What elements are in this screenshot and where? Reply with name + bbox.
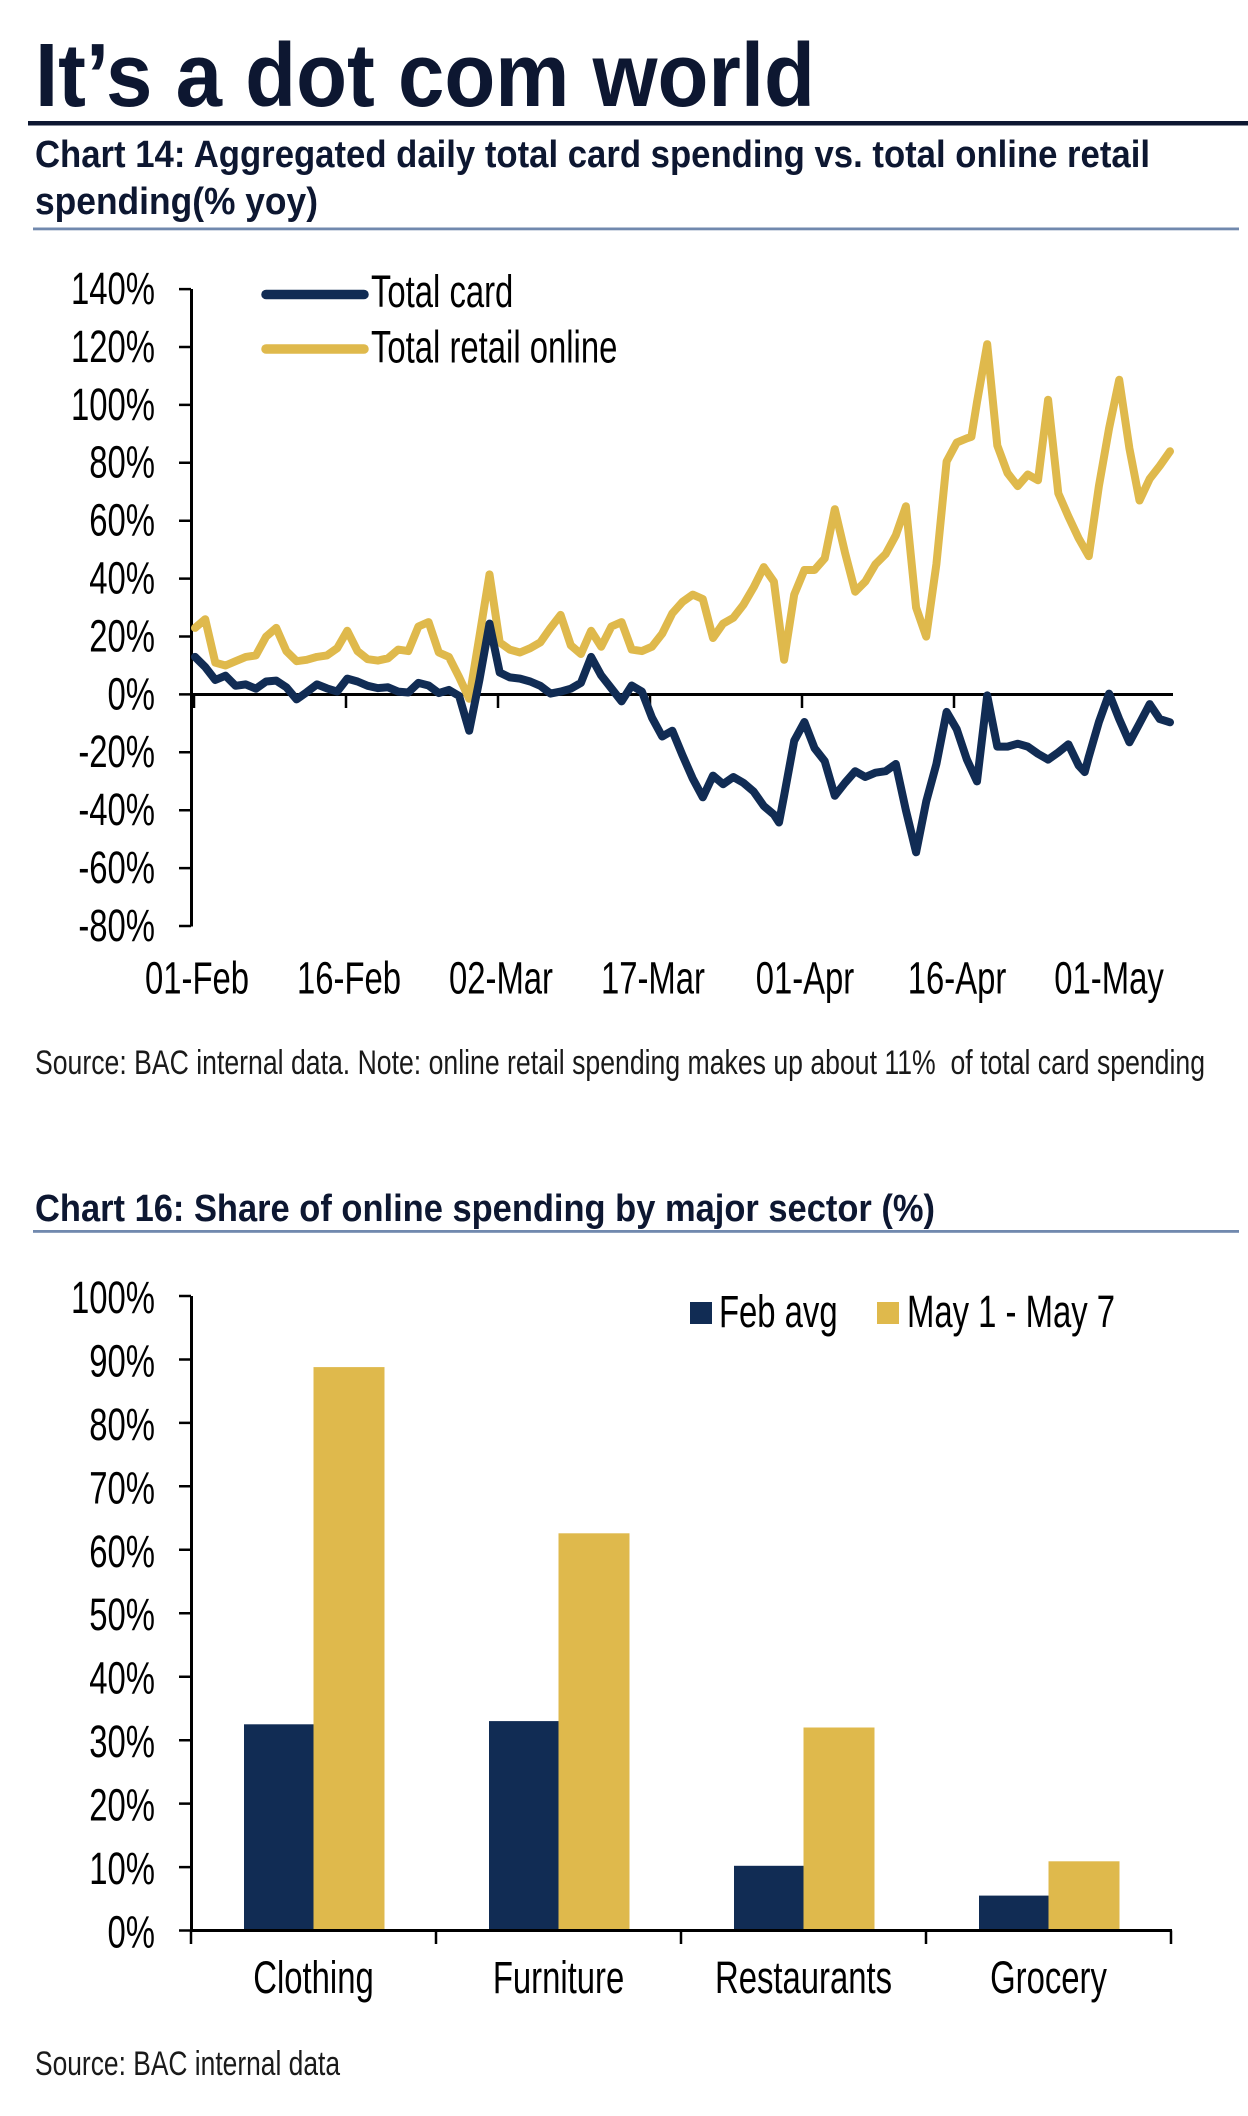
- svg-text:20%: 20%: [89, 1781, 155, 1831]
- svg-text:90%: 90%: [89, 1337, 155, 1387]
- svg-text:01-Apr: 01-Apr: [756, 954, 855, 1004]
- svg-text:60%: 60%: [89, 1527, 155, 1577]
- svg-text:40%: 40%: [89, 554, 155, 604]
- svg-text:0%: 0%: [108, 669, 155, 719]
- svg-text:30%: 30%: [89, 1717, 155, 1767]
- svg-text:17-Mar: 17-Mar: [601, 954, 705, 1004]
- svg-text:16-Apr: 16-Apr: [908, 954, 1007, 1004]
- svg-text:Feb avg: Feb avg: [719, 1287, 838, 1337]
- svg-text:0%: 0%: [108, 1908, 155, 1958]
- svg-text:20%: 20%: [89, 611, 155, 661]
- svg-text:Total card: Total card: [371, 267, 513, 317]
- svg-text:-60%: -60%: [78, 843, 155, 893]
- svg-text:Restaurants: Restaurants: [715, 1953, 892, 2003]
- svg-text:Chart 16: Share of online spen: Chart 16: Share of online spending by ma…: [35, 1188, 935, 1230]
- svg-text:-40%: -40%: [78, 785, 155, 835]
- svg-text:02-Mar: 02-Mar: [449, 954, 553, 1004]
- svg-text:40%: 40%: [89, 1654, 155, 1704]
- svg-text:100%: 100%: [71, 1273, 155, 1323]
- svg-text:120%: 120%: [71, 322, 155, 372]
- svg-text:100%: 100%: [71, 380, 155, 430]
- svg-text:Grocery: Grocery: [990, 1953, 1107, 2003]
- svg-text:140%: 140%: [71, 264, 155, 314]
- svg-text:spending(% yoy): spending(% yoy): [35, 181, 318, 223]
- svg-text:01-May: 01-May: [1054, 954, 1164, 1004]
- svg-text:-80%: -80%: [78, 901, 155, 951]
- svg-text:10%: 10%: [89, 1844, 155, 1894]
- svg-text:50%: 50%: [89, 1590, 155, 1640]
- svg-text:Source: BAC internal data. Not: Source: BAC internal data. Note: online …: [35, 1044, 1205, 1082]
- svg-text:16-Feb: 16-Feb: [297, 954, 401, 1004]
- svg-text:Furniture: Furniture: [493, 1953, 624, 2003]
- svg-text:80%: 80%: [89, 438, 155, 488]
- svg-text:It’s a dot com world: It’s a dot com world: [35, 26, 815, 126]
- svg-text:Clothing: Clothing: [253, 1953, 373, 2003]
- svg-text:Total retail online: Total retail online: [371, 323, 617, 373]
- svg-text:60%: 60%: [89, 496, 155, 546]
- svg-text:Chart 14: Aggregated daily tot: Chart 14: Aggregated daily total card sp…: [35, 134, 1150, 176]
- svg-text:80%: 80%: [89, 1400, 155, 1450]
- svg-text:-20%: -20%: [78, 727, 155, 777]
- svg-text:Source: BAC internal data: Source: BAC internal data: [35, 2045, 340, 2083]
- svg-text:May 1 - May 7: May 1 - May 7: [907, 1287, 1115, 1337]
- svg-text:01-Feb: 01-Feb: [145, 954, 249, 1004]
- svg-text:70%: 70%: [89, 1463, 155, 1513]
